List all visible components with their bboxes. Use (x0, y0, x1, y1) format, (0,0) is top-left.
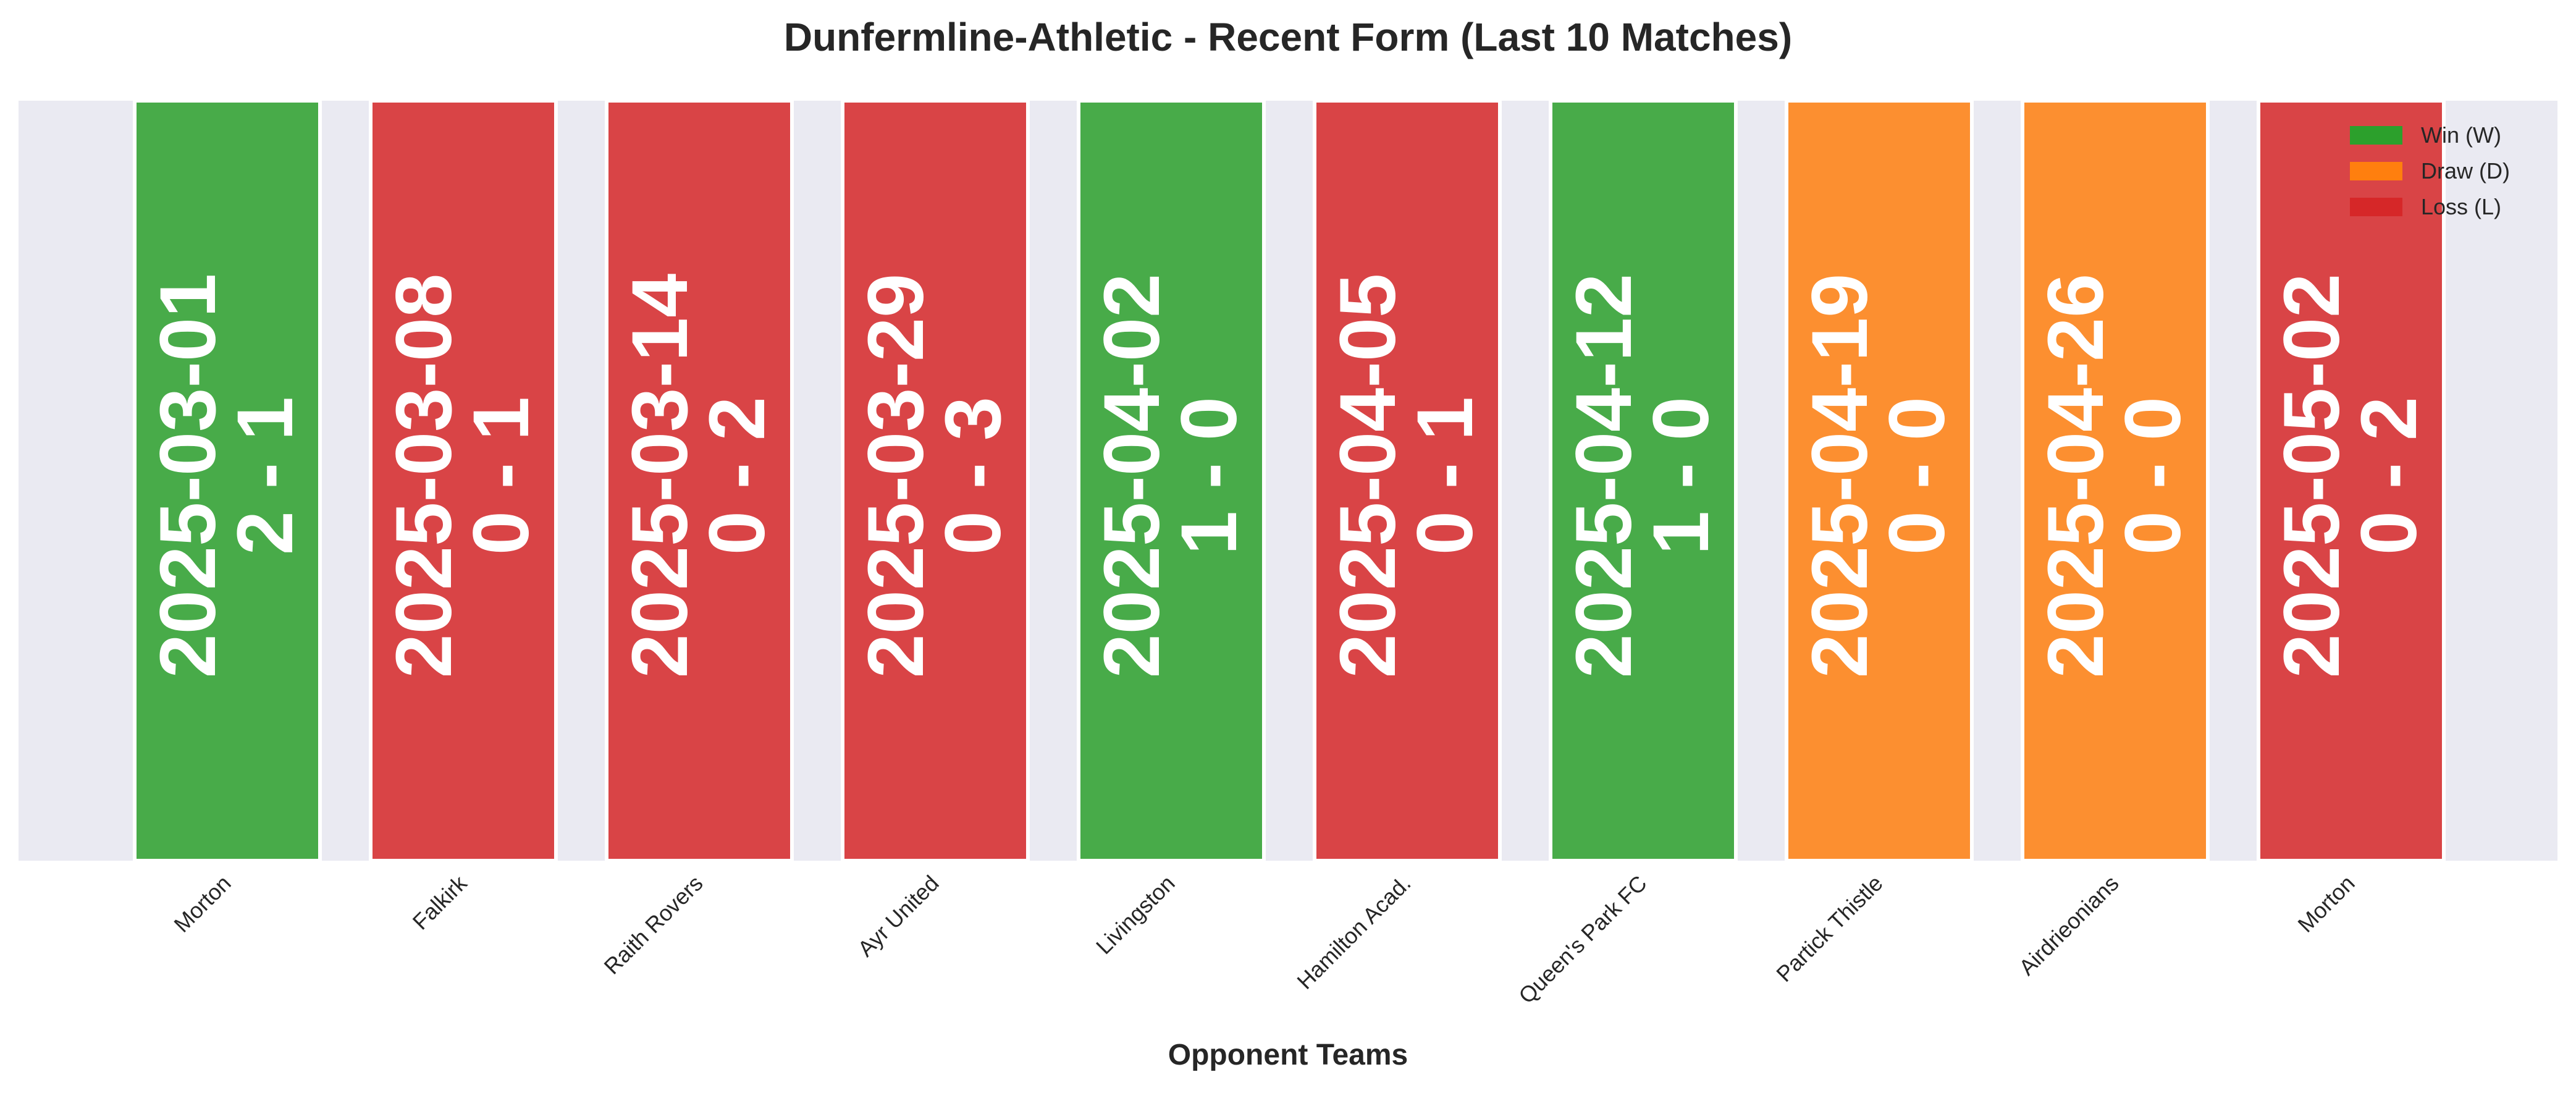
x-tick-label-10: Morton (2292, 871, 2359, 937)
bar-4 (841, 99, 1030, 863)
match-score-10: 0 - 2 (2345, 397, 2433, 555)
match-score-9: 0 - 0 (2109, 397, 2197, 555)
bar-2 (369, 99, 558, 863)
bar-label-5: 2025-04-021 - 0 (1088, 274, 1253, 678)
match-date-6: 2025-04-05 (1324, 274, 1412, 678)
bar-label-2: 2025-03-080 - 1 (380, 274, 545, 678)
legend-swatch-win (2350, 126, 2402, 145)
bar-10 (2257, 99, 2446, 863)
bar-6 (1313, 99, 1502, 863)
legend-item-win: Win (W) (2350, 117, 2510, 153)
match-date-8: 2025-04-19 (1796, 274, 1884, 678)
legend-item-loss: Loss (L) (2350, 189, 2510, 225)
bar-7 (1549, 99, 1738, 863)
legend-item-draw: Draw (D) (2350, 153, 2510, 189)
x-tick-label-8: Partick Thistle (1771, 871, 1887, 987)
bar-label-7: 2025-04-121 - 0 (1560, 274, 1725, 678)
bar-label-9: 2025-04-260 - 0 (2032, 274, 2197, 678)
match-date-4: 2025-03-29 (852, 274, 940, 678)
x-tick-label-7: Queen's Park FC (1513, 871, 1651, 1008)
x-tick-label-3: Raith Rovers (599, 871, 708, 979)
legend-swatch-loss (2350, 198, 2402, 216)
legend-label-loss: Loss (L) (2421, 194, 2502, 219)
x-tick-label-2: Falkirk (408, 870, 473, 935)
x-tick-label-4: Ayr United (852, 871, 943, 961)
match-date-10: 2025-05-02 (2268, 274, 2356, 678)
x-axis-label: Opponent Teams (1168, 1039, 1408, 1071)
bar-label-1: 2025-03-012 - 1 (144, 274, 309, 678)
x-tick-label-5: Livingston (1091, 871, 1180, 960)
match-date-1: 2025-03-01 (144, 274, 232, 678)
match-score-7: 1 - 0 (1637, 397, 1725, 555)
bar-1 (133, 99, 322, 863)
bar-label-3: 2025-03-140 - 2 (616, 274, 781, 678)
chart-title: Dunfermline-Athletic - Recent Form (Last… (783, 15, 1793, 59)
bar-9 (2021, 99, 2210, 863)
match-score-6: 0 - 1 (1401, 397, 1489, 555)
x-tick-label-1: Morton (169, 871, 235, 937)
x-tick-label-9: Airdrieonians (2014, 871, 2124, 981)
match-date-3: 2025-03-14 (616, 274, 704, 678)
bar-5 (1077, 99, 1266, 863)
match-score-1: 2 - 1 (221, 397, 309, 555)
match-date-7: 2025-04-12 (1560, 274, 1648, 678)
match-date-5: 2025-04-02 (1088, 274, 1176, 678)
match-score-3: 0 - 2 (693, 397, 781, 555)
legend: Win (W) Draw (D) Loss (L) (2350, 117, 2510, 225)
legend-label-win: Win (W) (2421, 122, 2501, 148)
match-score-5: 1 - 0 (1165, 397, 1253, 555)
match-score-8: 0 - 0 (1873, 397, 1961, 555)
bar-3 (605, 99, 794, 863)
bar-label-10: 2025-05-020 - 2 (2268, 274, 2433, 678)
legend-swatch-draw (2350, 162, 2402, 180)
bar-label-6: 2025-04-050 - 1 (1324, 274, 1489, 678)
legend-label-draw: Draw (D) (2421, 158, 2510, 184)
bar-label-4: 2025-03-290 - 3 (852, 274, 1017, 678)
match-date-9: 2025-04-26 (2032, 274, 2120, 678)
match-score-2: 0 - 1 (457, 397, 545, 555)
match-date-2: 2025-03-08 (380, 274, 468, 678)
match-score-4: 0 - 3 (929, 397, 1017, 555)
x-tick-label-6: Hamilton Acad. (1292, 871, 1415, 994)
bar-8 (1785, 99, 1974, 863)
bar-label-8: 2025-04-190 - 0 (1796, 274, 1961, 678)
